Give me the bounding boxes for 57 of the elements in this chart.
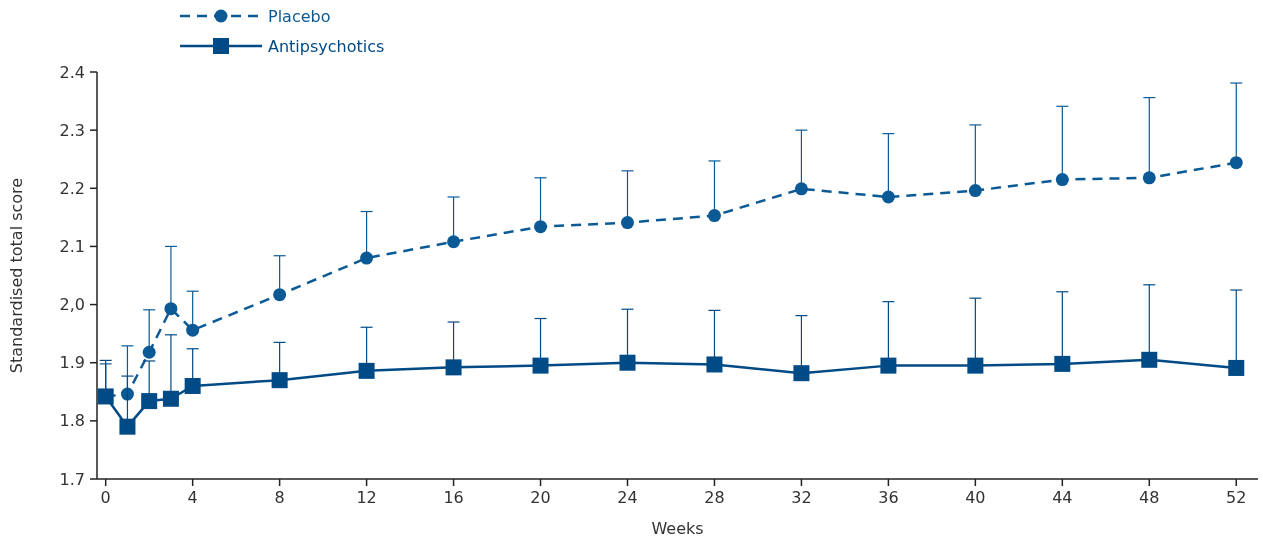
point <box>162 390 179 407</box>
point <box>1229 156 1243 170</box>
point <box>967 357 984 374</box>
point <box>1228 359 1245 376</box>
y-tick-label: 1.9 <box>59 353 85 373</box>
point <box>620 216 634 230</box>
point <box>968 184 982 198</box>
point <box>794 182 808 196</box>
x-tick-label: 52 <box>1226 488 1247 507</box>
point <box>1054 355 1071 372</box>
x-tick-label: 4 <box>187 488 198 507</box>
point <box>1142 171 1156 185</box>
point <box>184 377 201 394</box>
x-tick-label: 36 <box>878 488 899 507</box>
point <box>164 302 178 316</box>
text: Placebo <box>268 6 331 26</box>
point <box>273 288 287 302</box>
point <box>445 359 462 376</box>
point <box>706 356 723 373</box>
x-tick-label: 24 <box>617 488 638 507</box>
point <box>1055 173 1069 187</box>
x-tick-label: 32 <box>791 488 812 507</box>
x-tick-label: 40 <box>965 488 986 507</box>
point <box>619 354 636 371</box>
point <box>880 357 897 374</box>
point <box>142 345 156 359</box>
y-tick-label: 1.8 <box>59 411 85 431</box>
x-tick-label: 0 <box>100 488 111 507</box>
y-tick-label: 2,0 <box>59 295 85 315</box>
point <box>119 418 136 435</box>
point <box>358 362 375 379</box>
point <box>793 365 810 382</box>
y-tick-label: 2.3 <box>59 120 85 140</box>
point <box>447 235 461 249</box>
point <box>186 323 200 337</box>
x-tick-label: 8 <box>274 488 285 507</box>
point <box>360 251 374 265</box>
point <box>271 372 288 389</box>
point <box>141 393 158 410</box>
point <box>1141 351 1158 368</box>
y-tick-label: 2.1 <box>59 237 85 257</box>
point <box>532 357 549 374</box>
y-axis-title: Standardised total score <box>7 177 26 374</box>
point <box>534 220 548 234</box>
x-tick-label: 20 <box>530 488 551 507</box>
x-tick-label: 16 <box>443 488 464 507</box>
x-tick-label: 28 <box>704 488 725 507</box>
x-tick-label: 12 <box>356 488 377 507</box>
x-axis-title: Weeks <box>651 519 704 538</box>
y-tick-label: 2.2 <box>59 178 85 198</box>
x-tick-label: 44 <box>1052 488 1073 507</box>
point <box>881 190 895 204</box>
y-tick-label: 1.7 <box>59 469 85 489</box>
text: Antipsychotics <box>268 36 385 56</box>
x-tick-label: 48 <box>1139 488 1160 507</box>
y-tick-label: 2.4 <box>59 62 85 82</box>
point <box>707 209 721 223</box>
